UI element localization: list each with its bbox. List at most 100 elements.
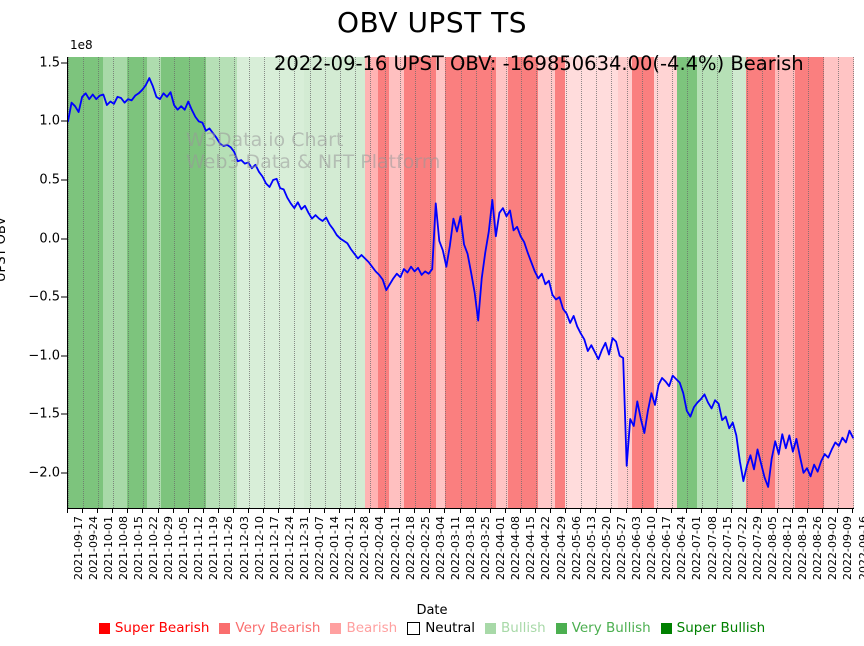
legend-swatch-icon xyxy=(219,622,231,634)
x-tick-mark xyxy=(187,508,189,513)
page-title: OBV UPST TS xyxy=(337,6,527,39)
y-tick-label: −2.0 xyxy=(28,465,60,481)
regime-band xyxy=(496,57,509,508)
x-tick-label: 2021-11-19 xyxy=(207,516,221,580)
gridline xyxy=(445,57,447,508)
gridline xyxy=(566,57,568,508)
regime-band xyxy=(68,57,104,508)
y-tick-label: 0.0 xyxy=(39,231,60,247)
x-tick-mark xyxy=(384,508,386,513)
x-tick-mark xyxy=(217,508,219,513)
legend-swatch-icon xyxy=(485,622,497,634)
x-tick-mark xyxy=(625,508,627,513)
regime-band xyxy=(146,57,161,508)
gridline xyxy=(777,57,779,508)
gridline xyxy=(822,57,824,508)
legend-item[interactable]: Super Bullish xyxy=(660,620,765,636)
legend-label: Very Bullish xyxy=(571,620,651,636)
regime-band xyxy=(745,57,776,508)
x-tick-mark xyxy=(565,508,567,513)
x-tick-mark xyxy=(580,508,582,513)
gridline xyxy=(641,57,643,508)
regime-band xyxy=(632,57,654,508)
x-tick-label: 2021-10-01 xyxy=(101,516,115,580)
x-tick-mark xyxy=(112,508,114,513)
x-tick-mark xyxy=(670,508,672,513)
x-tick-mark xyxy=(97,508,99,513)
x-tick-label: 2022-03-25 xyxy=(479,516,493,580)
x-tick-label: 2022-08-19 xyxy=(796,516,810,580)
legend-item[interactable]: Very Bullish xyxy=(555,620,651,636)
x-tick-mark xyxy=(685,508,687,513)
x-tick-mark xyxy=(655,508,657,513)
x-tick-mark xyxy=(233,508,235,513)
y-tick-label: 1.5 xyxy=(39,55,60,71)
gridline xyxy=(203,57,205,508)
regime-band xyxy=(435,57,446,508)
x-tick-label: 2022-06-03 xyxy=(630,516,644,580)
x-tick-label: 2022-07-15 xyxy=(720,516,734,580)
x-tick-label: 2022-04-22 xyxy=(539,516,553,580)
x-tick-mark xyxy=(67,508,68,513)
legend-swatch-icon xyxy=(407,621,421,635)
x-tick-mark xyxy=(550,508,552,513)
x-tick-mark xyxy=(263,508,265,513)
legend-label: Bullish xyxy=(501,620,546,636)
x-tick-mark xyxy=(731,508,733,513)
gridline xyxy=(762,57,764,508)
obv-line xyxy=(68,77,854,488)
y-tick-mark xyxy=(61,120,67,122)
x-tick-label: 2022-06-10 xyxy=(645,516,659,580)
gridline xyxy=(83,57,85,508)
x-tick-mark xyxy=(459,508,461,513)
x-tick-label: 2021-11-26 xyxy=(222,516,236,580)
x-tick-mark xyxy=(610,508,612,513)
x-tick-mark xyxy=(278,508,280,513)
x-tick-label: 2022-03-11 xyxy=(448,516,462,580)
regime-band xyxy=(103,57,127,508)
gridline xyxy=(747,57,749,508)
legend-item[interactable]: Bearish xyxy=(330,620,397,636)
legend-item[interactable]: Super Bearish xyxy=(98,620,209,636)
legend-item[interactable]: Bullish xyxy=(485,620,546,636)
x-tick-label: 2022-02-18 xyxy=(403,516,417,580)
x-tick-mark xyxy=(323,508,325,513)
y-tick-mark xyxy=(61,62,67,64)
y-tick-label: 0.5 xyxy=(39,172,60,188)
y-tick-label: −1.5 xyxy=(28,406,60,422)
x-tick-label: 2022-03-18 xyxy=(464,516,477,580)
gridline xyxy=(369,57,371,508)
gridline xyxy=(460,57,462,508)
x-tick-label: 2022-04-01 xyxy=(494,516,508,580)
regime-band xyxy=(236,57,304,508)
regime-band xyxy=(445,57,497,508)
gridline xyxy=(339,57,341,508)
gridline xyxy=(505,57,507,508)
x-tick-mark xyxy=(82,508,84,513)
x-tick-mark xyxy=(308,508,310,513)
legend-item[interactable]: Very Bearish xyxy=(219,620,320,636)
y-tick-label: −0.5 xyxy=(28,289,60,305)
regime-band xyxy=(126,57,147,508)
regime-band xyxy=(555,57,565,508)
x-tick-mark xyxy=(293,508,295,513)
x-tick-label: 2021-12-31 xyxy=(297,516,311,580)
x-tick-label: 2022-09-16 xyxy=(856,516,864,580)
x-tick-label: 2021-09-24 xyxy=(86,516,100,580)
x-tick-mark xyxy=(640,508,642,513)
x-tick-label: 2022-01-28 xyxy=(358,516,372,580)
x-tick-label: 2022-07-01 xyxy=(690,516,704,580)
x-tick-label: 2022-05-20 xyxy=(599,516,613,580)
x-tick-label: 2021-10-08 xyxy=(116,516,130,580)
y-axis-tick-labels: 1.5 1.0 0.5 0.0 −0.5 −1.0 −1.5 −2.0 xyxy=(0,55,67,508)
gridline xyxy=(188,57,190,508)
gridline xyxy=(279,57,281,508)
legend-item[interactable]: Neutral xyxy=(407,620,475,636)
x-tick-mark xyxy=(519,508,521,513)
x-tick-label: 2022-02-04 xyxy=(373,516,387,580)
x-tick-label: 2022-06-24 xyxy=(675,516,689,580)
x-tick-label: 2022-07-29 xyxy=(750,516,764,580)
y-tick-label: 1.0 xyxy=(39,113,60,129)
x-tick-mark xyxy=(142,508,144,513)
gridline xyxy=(68,57,69,508)
